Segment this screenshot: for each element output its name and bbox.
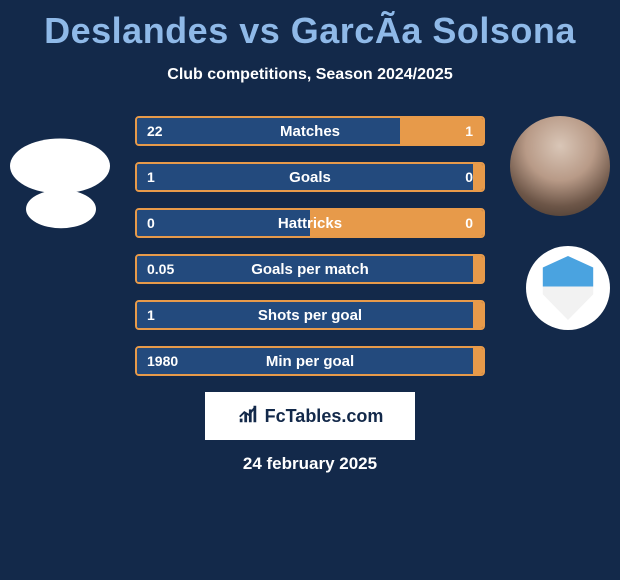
page-subtitle: Club competitions, Season 2024/2025 (0, 66, 620, 84)
brand-text: FcTables.com (265, 406, 384, 427)
club-right-logo (526, 246, 610, 330)
club-left-logo (26, 190, 96, 229)
stat-bars: 221Matches 10Goals 00Hattricks 0.05Goals pe… (135, 116, 485, 376)
brand-icon (237, 403, 259, 430)
stat-row: 1980Min per goal (135, 346, 485, 376)
stat-right-value (473, 256, 483, 282)
page-title: Deslandes vs GarcÃ­a Solsona (0, 0, 620, 52)
stat-row: 00Hattricks (135, 208, 485, 238)
stat-row: 1Shots per goal (135, 300, 485, 330)
stat-left-value: 0.05 (137, 256, 473, 282)
stat-right-value: 1 (400, 118, 483, 144)
stat-row: 221Matches (135, 116, 485, 146)
stat-left-value: 1 (137, 164, 473, 190)
stat-row: 10Goals (135, 162, 485, 192)
stat-right-value (473, 348, 483, 374)
player-right-avatar (510, 116, 610, 216)
comparison-arena: 221Matches 10Goals 00Hattricks 0.05Goals pe… (0, 116, 620, 376)
stat-row: 0.05Goals per match (135, 254, 485, 284)
stat-left-value: 22 (137, 118, 400, 144)
stat-right-value (473, 302, 483, 328)
player-left-avatar (10, 139, 110, 194)
brand-badge: FcTables.com (205, 392, 415, 440)
stat-left-value: 0 (137, 210, 310, 236)
stat-right-value: 0 (310, 210, 483, 236)
stat-right-value: 0 (473, 164, 483, 190)
stat-left-value: 1980 (137, 348, 473, 374)
date-label: 24 february 2025 (0, 454, 620, 474)
stat-left-value: 1 (137, 302, 473, 328)
